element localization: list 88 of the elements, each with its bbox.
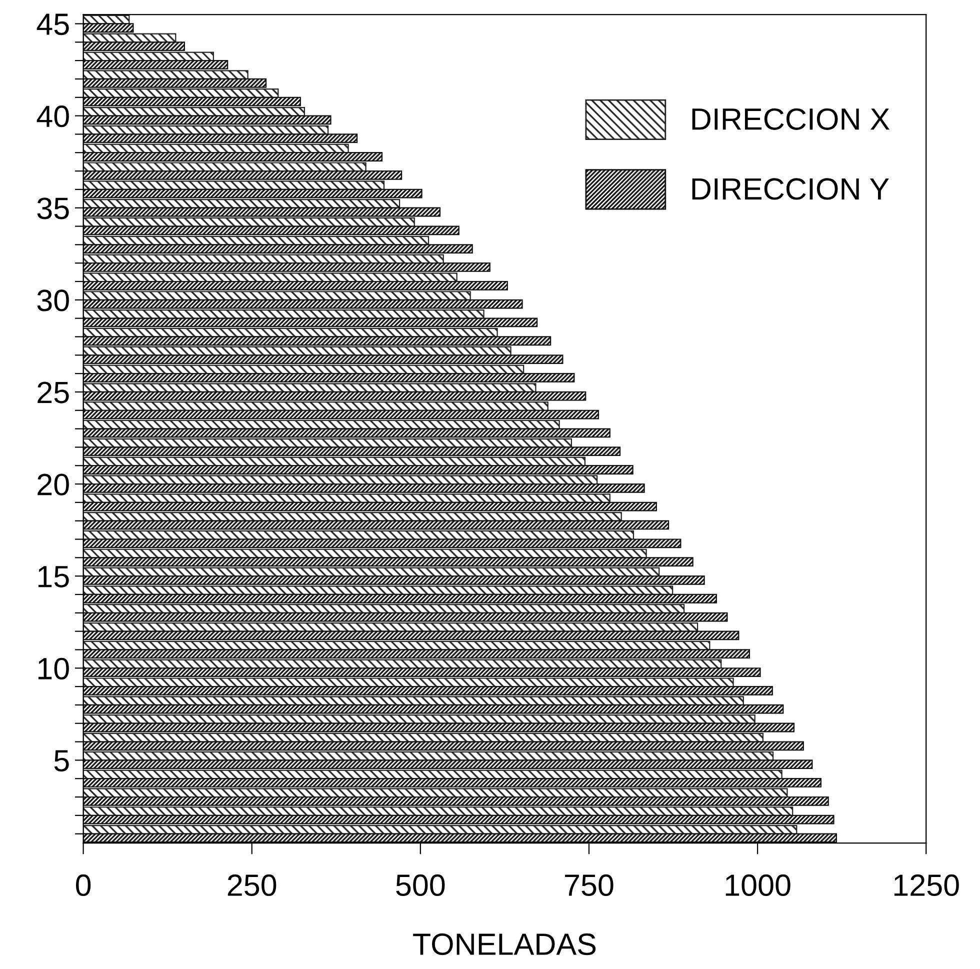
bar [83,814,834,824]
x-tick-label: 500 [396,874,445,896]
bar [83,788,788,798]
bar [83,78,267,88]
bar [83,557,694,566]
bar [83,402,548,411]
bar [83,391,586,401]
x-tick-label: 0 [76,874,91,896]
bar [83,336,552,346]
bar [83,704,784,714]
bar [83,372,575,382]
bar [83,686,773,696]
bar [83,824,798,834]
bar [83,483,645,493]
bar [83,612,728,622]
bar [83,254,444,264]
bar [83,778,822,788]
bar [83,494,610,503]
bar [83,512,622,522]
x-tick-label: 1250 [894,874,959,896]
bar [83,722,795,732]
bar [83,272,458,282]
bar [83,42,185,51]
y-tick-label: 10 [38,658,69,680]
x-tick-label: 250 [228,874,276,896]
bar [83,696,744,706]
bar [83,383,536,393]
bar [83,88,279,98]
bar [83,52,214,62]
bar [83,180,385,190]
bar [83,567,660,577]
bar [83,428,610,438]
bar [83,668,761,677]
bar [83,23,134,33]
bar [83,594,717,604]
y-tick-label: 5 [54,750,69,772]
bar [83,226,460,236]
y-tick-label: 45 [36,14,69,36]
bar [83,538,682,548]
bar [83,806,794,816]
bar [83,60,228,70]
x-axis-title: TONELADAS [413,933,596,956]
bar [83,475,598,485]
bar [83,520,670,530]
bar [83,760,813,770]
bar [83,152,383,162]
bar [83,280,508,290]
x-tick-label: 750 [565,874,614,896]
bar [83,649,750,659]
bar [83,299,523,309]
bar [83,188,422,198]
bar [83,354,564,364]
bar [83,576,705,585]
bar [83,309,484,319]
y-tick-label: 30 [37,290,69,312]
x-tick-label: 1000 [726,874,790,896]
bar [83,604,685,614]
bar [83,446,621,456]
y-tick-label: 25 [38,382,69,404]
bar [83,714,756,724]
y-tick-label: 15 [38,566,69,588]
bar [83,364,524,374]
y-tick-label: 35 [37,198,69,220]
bar [83,741,804,751]
bar [83,96,301,106]
bar [83,678,734,688]
legend-label: DIRECCION X [692,108,890,130]
bar [83,318,538,328]
bar [83,630,740,640]
bar [83,207,441,217]
bar [83,162,366,172]
bar [83,134,358,144]
bar [83,170,402,180]
bar [83,262,490,272]
legend-label: DIRECCION Y [692,178,889,200]
bar [83,244,473,254]
bar [83,70,248,80]
bar [83,502,657,512]
y-tick-label: 40 [36,106,69,128]
bar [83,465,634,474]
bar [83,291,471,300]
bar [83,199,400,208]
bar [83,833,837,843]
bar [83,410,599,420]
y-tick-label: 20 [38,474,69,496]
bar [83,796,829,806]
bar [83,115,332,125]
bar [83,586,674,596]
